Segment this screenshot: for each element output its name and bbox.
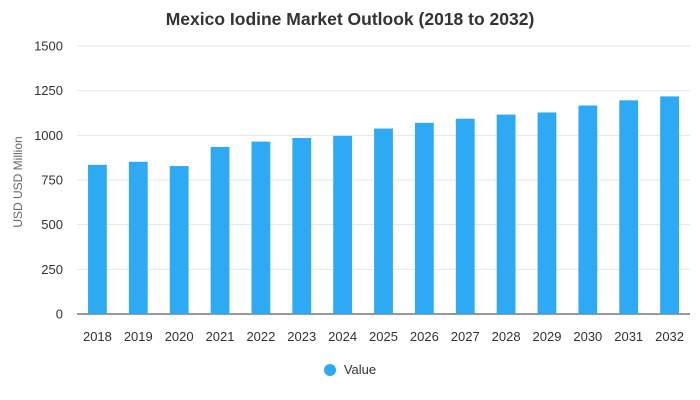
x-tick-label: 2018 — [83, 329, 112, 344]
x-tick-label: 2022 — [246, 329, 275, 344]
x-tick-label: 2023 — [287, 329, 316, 344]
bar-2023[interactable] — [292, 138, 312, 314]
bar-2022[interactable] — [251, 141, 271, 314]
x-tick-labels: 2018 2019 2020 2021 2022 2023 2024 2025 2026 2027… — [83, 329, 684, 344]
x-tick-label: 2026 — [410, 329, 439, 344]
y-tick-label: 1500 — [34, 39, 63, 54]
y-tick-label: 250 — [41, 262, 63, 277]
x-tick-label: 2027 — [451, 329, 480, 344]
x-tick-label: 2030 — [573, 329, 602, 344]
bar-2028[interactable] — [496, 114, 516, 314]
bar-2018[interactable] — [88, 164, 107, 314]
y-tick-label: 1250 — [34, 83, 63, 98]
bar-2024[interactable] — [333, 135, 353, 314]
bar-2021[interactable] — [210, 146, 230, 314]
legend-swatch-value — [323, 363, 336, 376]
bar-2029[interactable] — [537, 112, 557, 315]
bar-2027[interactable] — [455, 118, 475, 314]
y-axis-title: USD USD Million — [11, 136, 25, 227]
bar-2026[interactable] — [414, 122, 434, 315]
x-tick-label: 2031 — [614, 329, 643, 344]
y-tick-label: 500 — [41, 217, 63, 232]
y-tick-label: 750 — [41, 173, 63, 188]
x-tick-label: 2029 — [533, 329, 562, 344]
bar-2019[interactable] — [128, 161, 148, 314]
chart-title: Mexico Iodine Market Outlook (2018 to 20… — [165, 9, 535, 29]
x-tick-label: 2024 — [328, 329, 357, 344]
y-tick-labels: 0 250 500 750 1000 1250 1500 — [34, 39, 63, 322]
bar-2030[interactable] — [578, 105, 598, 314]
x-tick-label: 2020 — [165, 329, 194, 344]
bar-2032[interactable] — [660, 96, 679, 314]
y-tick-label: 0 — [56, 307, 63, 322]
bar-2025[interactable] — [374, 128, 393, 314]
legend: Value — [0, 362, 700, 377]
x-tick-label: 2025 — [369, 329, 398, 344]
x-tick-label: 2021 — [206, 329, 235, 344]
x-tick-label: 2019 — [124, 329, 153, 344]
bar-2020[interactable] — [169, 166, 189, 314]
x-tick-label: 2028 — [492, 329, 521, 344]
y-tick-label: 1000 — [34, 128, 63, 143]
x-tick-label: 2032 — [655, 329, 684, 344]
legend-label-value[interactable]: Value — [343, 362, 377, 377]
bar-2031[interactable] — [619, 100, 639, 314]
bars-layer — [88, 96, 679, 315]
